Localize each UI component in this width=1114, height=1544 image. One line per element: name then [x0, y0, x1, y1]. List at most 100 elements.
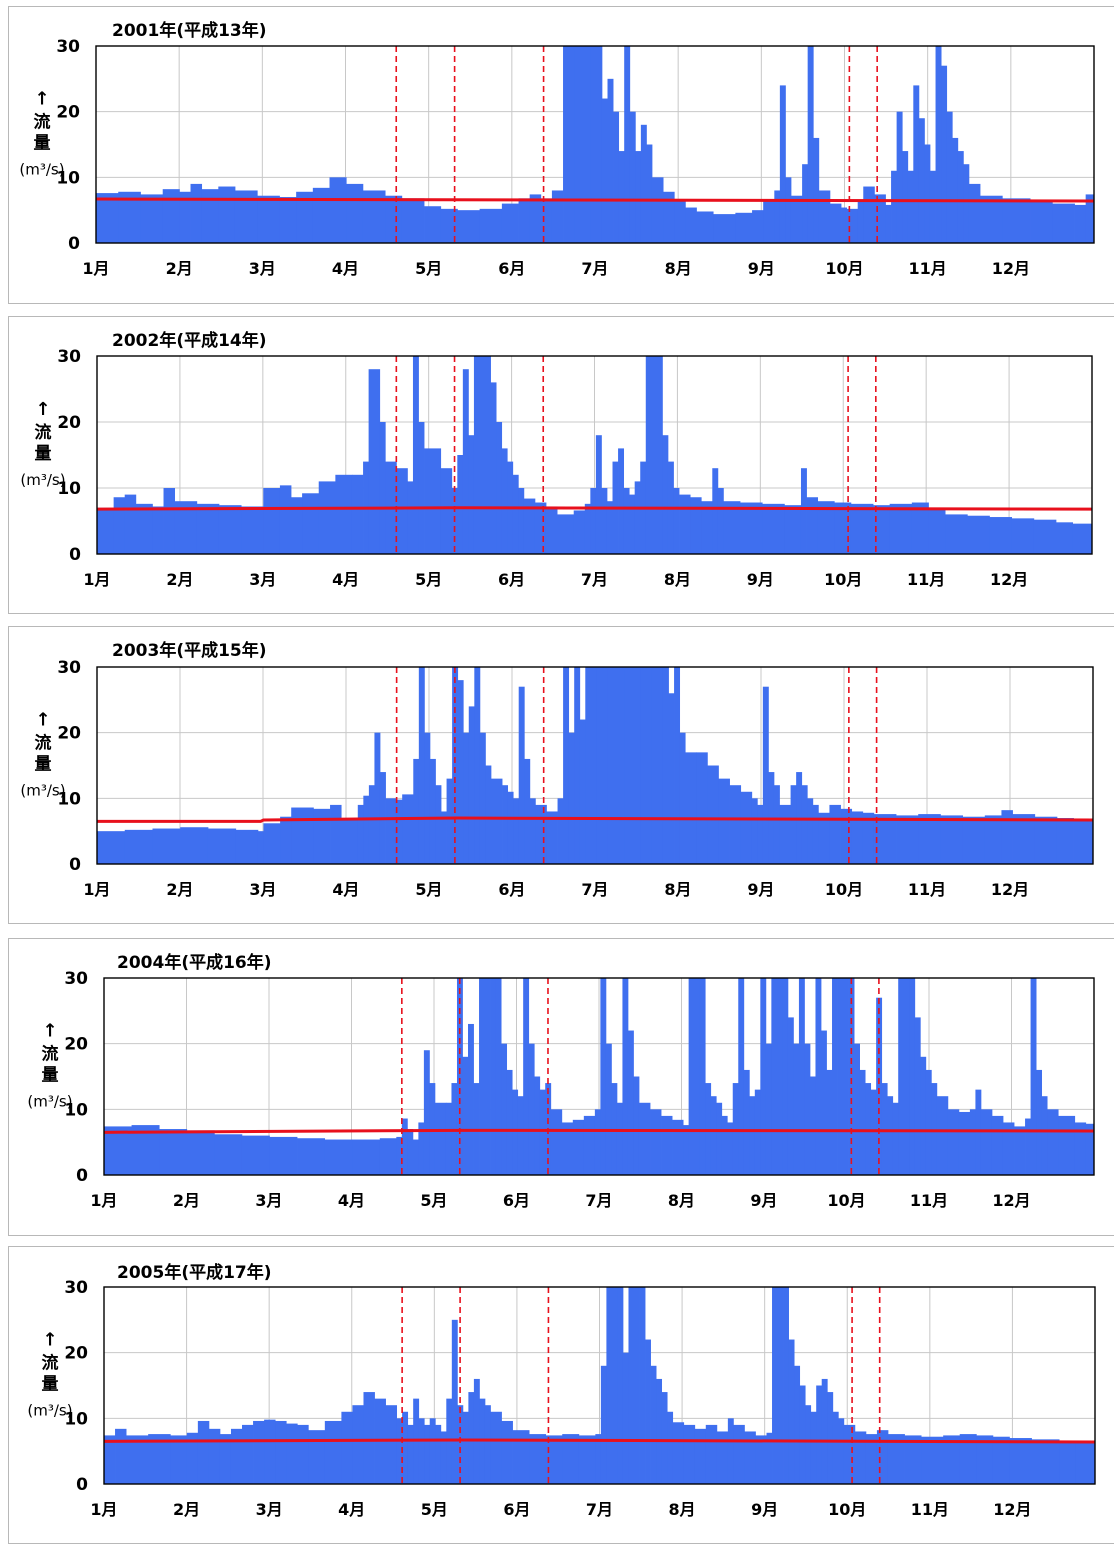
flow-bar — [980, 195, 1003, 243]
flow-bar — [920, 1056, 927, 1175]
flow-bar — [401, 198, 425, 243]
flow-bar — [148, 1434, 171, 1484]
flow-bar — [865, 1434, 878, 1484]
x-tick-label: 12月 — [990, 570, 1028, 589]
flow-bar — [683, 1125, 690, 1175]
flow-bar — [663, 191, 675, 243]
flow-bar — [363, 1392, 375, 1484]
y-tick-label: 30 — [56, 37, 80, 57]
flow-bar — [429, 1418, 436, 1484]
y-tick-label: 20 — [64, 1035, 88, 1055]
flow-bar — [286, 1423, 298, 1484]
flow-bar — [341, 819, 359, 864]
flow-bar — [606, 1287, 618, 1484]
flow-bar — [457, 1405, 464, 1484]
flow-bar — [374, 732, 381, 864]
flow-bar — [96, 193, 119, 243]
flow-bar — [752, 210, 764, 243]
flow-bar — [1002, 1122, 1015, 1175]
flow-bar — [991, 1115, 1004, 1175]
flow-bar — [918, 814, 941, 864]
flow-bar — [97, 831, 126, 864]
flow-bar — [744, 1431, 756, 1484]
flow-bar — [696, 752, 708, 864]
flow-bar — [214, 1134, 243, 1175]
flow-bar — [479, 978, 491, 1175]
flow-bar — [629, 111, 636, 243]
flow-bar — [523, 978, 530, 1175]
flow-bar — [219, 1434, 232, 1484]
flow-bar — [574, 46, 592, 243]
flow-bar — [563, 46, 575, 243]
flow-bar — [628, 1287, 640, 1484]
flow-bar — [785, 177, 792, 243]
flow-bar — [815, 978, 822, 1175]
flow-bar — [596, 667, 608, 864]
x-tick-label: 8月 — [669, 1500, 696, 1519]
y-tick-label: 20 — [56, 103, 80, 123]
flow-bar — [668, 693, 675, 864]
normal-flow-line — [103, 1128, 1095, 1134]
flow-bar — [512, 1430, 530, 1484]
y-axis-arrow: ↑ — [34, 89, 49, 110]
flow-bar — [834, 502, 852, 554]
flow-bar — [208, 1428, 221, 1484]
flow-bar — [595, 1434, 602, 1484]
flow-bar — [457, 680, 464, 864]
x-tick-label: 12月 — [991, 880, 1029, 899]
y-axis-arrow: ↑ — [42, 1021, 57, 1042]
flow-bar — [821, 1378, 828, 1484]
flow-bar — [335, 474, 353, 554]
flow-bar — [396, 799, 403, 864]
flow-bar — [473, 1378, 480, 1484]
flow-bar — [854, 1043, 860, 1175]
flow-bar — [850, 503, 874, 554]
flow-bar — [829, 804, 841, 864]
flow-bar — [873, 505, 891, 554]
chart-title: 2001年(平成13年) — [112, 20, 267, 41]
x-tick-label: 4月 — [338, 1191, 365, 1210]
x-tick-label: 7月 — [581, 880, 608, 899]
flow-bar — [846, 208, 859, 243]
flow-bar — [196, 503, 220, 554]
flow-bar — [1030, 978, 1037, 1175]
y-tick-label: 10 — [57, 479, 81, 499]
flow-bar — [561, 1122, 574, 1175]
flow-bar — [1031, 1439, 1060, 1484]
flow-bar — [851, 811, 864, 864]
flow-bar — [694, 1428, 707, 1484]
flow-bar — [263, 488, 281, 554]
flow-bar — [539, 1089, 546, 1175]
x-tick-label: 1月 — [83, 880, 110, 899]
flow-bar — [898, 978, 910, 1175]
flow-bar — [622, 1352, 629, 1484]
flow-bar — [424, 206, 442, 243]
flow-bar — [820, 1030, 827, 1175]
flow-bar — [805, 1405, 812, 1484]
flow-bar — [674, 667, 681, 864]
flow-bar — [817, 501, 835, 554]
flow-bar — [529, 798, 536, 864]
flow-bar — [275, 1420, 287, 1484]
flow-bar — [363, 795, 370, 864]
flow-bar — [779, 804, 791, 864]
flow-bar — [1056, 818, 1074, 864]
flow-bar — [885, 204, 892, 243]
x-tick-label: 2月 — [166, 570, 193, 589]
flow-bar — [779, 85, 786, 243]
flow-bar — [368, 369, 381, 554]
flow-bar — [263, 823, 281, 864]
flow-bar — [235, 829, 259, 864]
flow-bar — [257, 195, 280, 243]
y-axis-label: 流 — [35, 733, 52, 754]
flow-bar — [501, 448, 508, 554]
flow-bar — [97, 507, 115, 554]
y-tick-label: 20 — [57, 724, 81, 744]
flow-bar — [735, 212, 753, 243]
y-axis-label: 流 — [42, 1353, 59, 1374]
flow-bar — [440, 208, 458, 243]
flow-bar — [945, 514, 968, 554]
x-tick-label: 6月 — [503, 1500, 530, 1519]
flow-bar — [672, 1119, 684, 1175]
flow-bar — [124, 829, 153, 864]
